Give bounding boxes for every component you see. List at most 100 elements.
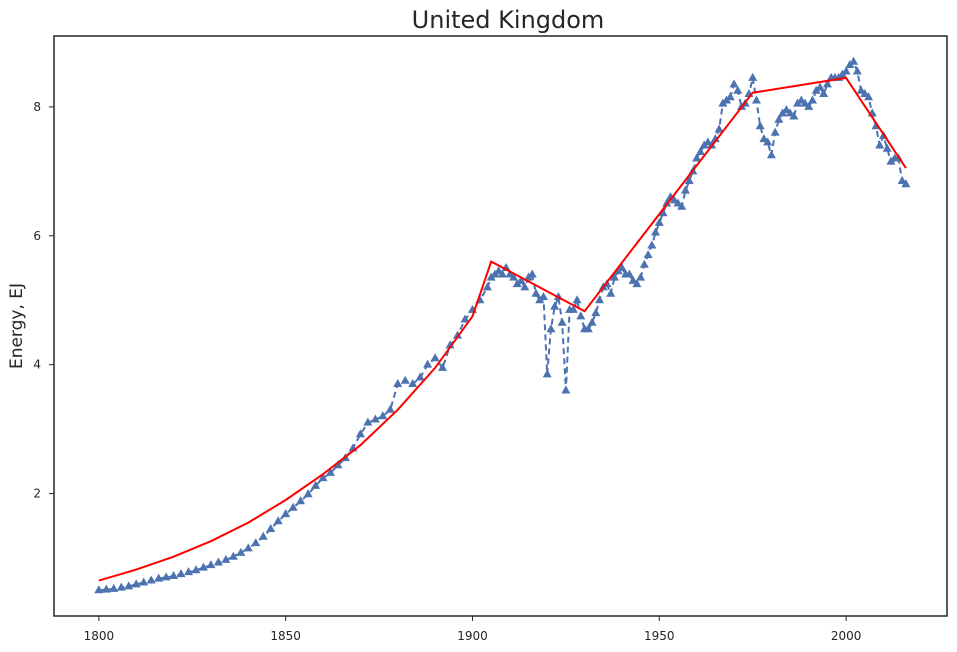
chart-title: United Kingdom: [412, 6, 605, 34]
data-point: [822, 79, 832, 88]
data-point: [221, 554, 231, 563]
data-point: [841, 66, 851, 75]
data-point: [258, 531, 268, 540]
data-point: [184, 567, 194, 576]
data-point: [617, 263, 627, 271]
data-point: [639, 259, 649, 268]
data-point: [333, 460, 343, 469]
data-point: [680, 185, 690, 194]
data-point: [819, 89, 829, 97]
data-point: [191, 565, 201, 574]
data-point: [901, 179, 911, 188]
data-point: [774, 114, 784, 123]
data-point: [296, 496, 306, 505]
data-point: [116, 582, 126, 591]
data-point: [408, 379, 418, 387]
data-point: [423, 359, 433, 368]
data-point: [206, 560, 216, 569]
data-point: [595, 295, 605, 304]
data-point: [363, 417, 373, 426]
data-point: [281, 509, 291, 518]
y-tick-label: 4: [33, 358, 41, 372]
data-point: [139, 577, 149, 586]
data-point: [527, 269, 537, 278]
data-point: [643, 250, 653, 259]
plot-frame: [53, 35, 948, 617]
plot-area: [94, 56, 911, 594]
y-tick-label: 2: [33, 487, 41, 501]
data-point: [587, 317, 597, 326]
data-point: [695, 147, 705, 155]
data-point: [561, 385, 571, 394]
data-point: [849, 56, 859, 65]
data-point: [101, 584, 111, 593]
data-point: [94, 585, 104, 594]
data-point: [146, 575, 156, 584]
data-point: [583, 324, 593, 333]
data-point: [251, 538, 261, 547]
x-tick-label: 1950: [644, 629, 675, 643]
data-point: [875, 140, 885, 149]
data-point: [733, 85, 743, 94]
data-point: [662, 198, 672, 207]
data-point: [520, 282, 530, 291]
data-point: [725, 92, 735, 101]
data-point: [606, 288, 616, 297]
data-point: [516, 275, 526, 284]
data-point: [445, 340, 455, 349]
data-point: [311, 480, 321, 489]
data-point: [804, 101, 814, 110]
data-point: [658, 208, 668, 217]
data-point: [807, 95, 817, 104]
data-point: [815, 82, 825, 91]
data-series-line: [98, 60, 907, 592]
y-tick-label: 6: [33, 229, 41, 243]
x-tick-label: 1850: [270, 629, 301, 643]
data-point: [509, 272, 519, 281]
data-point: [213, 557, 223, 566]
data-point: [303, 489, 313, 498]
data-point: [729, 79, 739, 88]
data-point: [109, 583, 119, 592]
data-point: [378, 411, 388, 420]
data-point: [370, 414, 380, 423]
data-point: [243, 543, 253, 552]
data-point: [576, 311, 586, 320]
data-point: [430, 353, 440, 362]
data-point: [176, 569, 186, 578]
data-point: [482, 282, 492, 291]
data-point: [460, 314, 470, 323]
data-point: [636, 272, 646, 281]
data-point: [647, 240, 657, 249]
fit-line: [98, 76, 907, 582]
data-point: [438, 362, 448, 371]
data-point: [766, 150, 776, 159]
data-point: [677, 201, 687, 210]
data-point: [154, 573, 164, 582]
data-point: [325, 467, 335, 476]
data-point: [748, 72, 758, 81]
data-point: [198, 562, 208, 571]
data-point: [538, 292, 548, 300]
data-point: [531, 288, 541, 297]
data-point: [273, 516, 283, 525]
data-point: [266, 524, 276, 532]
data-point: [763, 137, 773, 146]
data-point: [557, 317, 567, 326]
data-point: [393, 379, 403, 387]
data-point: [568, 304, 578, 313]
data-point: [169, 571, 179, 580]
data-point: [714, 124, 724, 133]
y-tick-label: 8: [33, 100, 41, 114]
data-point: [770, 127, 780, 136]
data-point: [453, 330, 463, 339]
data-point: [684, 176, 694, 184]
data-point: [624, 269, 634, 278]
data-point: [755, 121, 765, 130]
data-point: [236, 547, 246, 556]
x-tick-label: 1900: [457, 629, 488, 643]
data-point: [864, 92, 874, 101]
data-point: [651, 227, 661, 236]
data-point: [288, 502, 298, 511]
